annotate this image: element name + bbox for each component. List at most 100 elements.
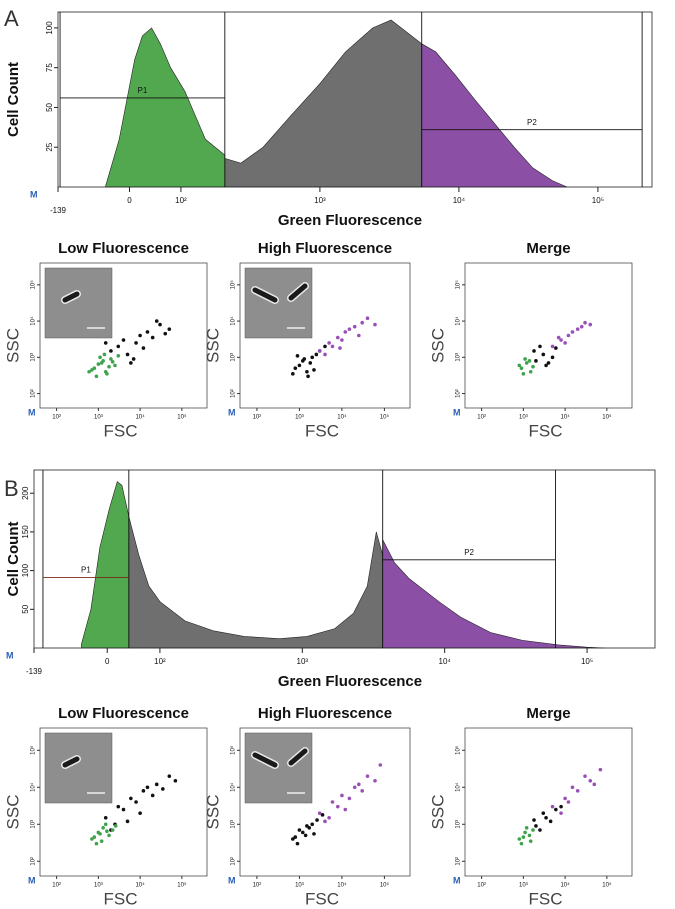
scatter-point bbox=[521, 835, 526, 839]
scatter-point bbox=[293, 835, 298, 839]
y-tick-label: 10² bbox=[456, 389, 462, 398]
scatter-point bbox=[306, 374, 310, 379]
plot-title: High Fluorescence bbox=[258, 705, 392, 722]
plot-frame bbox=[39, 727, 208, 877]
scatter-point bbox=[125, 352, 130, 357]
x-tick-label: 10² bbox=[52, 415, 61, 421]
x-tick-label: 10² bbox=[154, 657, 166, 666]
x-tick-label: 10³ bbox=[297, 657, 309, 666]
x-tick-label: 10⁴ bbox=[453, 196, 466, 205]
scatter-point bbox=[94, 374, 99, 379]
y-tick-label: 10² bbox=[456, 857, 462, 866]
cell bbox=[288, 748, 308, 766]
scatter-point bbox=[134, 800, 138, 804]
x-tick-label: 10⁵ bbox=[602, 882, 612, 889]
y-tick-label: 10³ bbox=[31, 353, 37, 362]
scatter-point bbox=[517, 837, 522, 841]
y-tick-label: 50 bbox=[45, 102, 54, 111]
scatter-point bbox=[92, 835, 97, 839]
y-tick-label: 10⁵ bbox=[230, 745, 237, 755]
scatter-point bbox=[340, 793, 344, 798]
scatter-point bbox=[323, 819, 327, 824]
scatter-point bbox=[96, 362, 101, 366]
scatter-point bbox=[312, 832, 316, 836]
scatter-point bbox=[544, 363, 548, 368]
x-tick-label: 10² bbox=[253, 415, 262, 421]
y-axis-title: SSC bbox=[203, 795, 222, 830]
y-tick-label: 10³ bbox=[231, 353, 237, 362]
micrograph-inset bbox=[244, 732, 313, 804]
x-tick-label: 10⁵ bbox=[581, 657, 593, 666]
scatter-point bbox=[559, 811, 563, 815]
scatter-point bbox=[297, 828, 302, 832]
scatter-point bbox=[575, 327, 580, 331]
x-axis-title: FSC bbox=[529, 421, 563, 440]
y-tick-label: 150 bbox=[21, 525, 30, 539]
y-tick-label: 10⁴ bbox=[455, 782, 462, 792]
scatter-point bbox=[352, 324, 357, 329]
scatter-point bbox=[528, 839, 533, 843]
plot-frame bbox=[464, 262, 633, 409]
x-tick-label: 10⁴ bbox=[337, 882, 347, 889]
scatter-point bbox=[103, 822, 108, 827]
y-axis-title: SSC bbox=[428, 795, 447, 830]
x-axis-title: FSC bbox=[305, 421, 339, 440]
scatter-point bbox=[317, 349, 322, 353]
scatter-point bbox=[327, 341, 331, 345]
scatter-point bbox=[531, 828, 535, 832]
x-tick-label: 10⁴ bbox=[560, 882, 570, 889]
plot-title: Merge bbox=[526, 240, 570, 257]
scatter-point bbox=[300, 830, 305, 835]
plot-title: Low Fluorescence bbox=[58, 240, 189, 257]
y-axis-title: Cell Count bbox=[5, 62, 22, 137]
histogram-area bbox=[104, 27, 226, 188]
scatter-point bbox=[103, 341, 108, 345]
scatter-point bbox=[523, 357, 527, 361]
scatter-point bbox=[129, 361, 133, 365]
scatter-point bbox=[527, 833, 532, 838]
x-tick-label: 0 bbox=[127, 196, 132, 205]
scatter-point bbox=[129, 796, 133, 801]
scatter-point bbox=[116, 344, 121, 349]
scatter-point bbox=[134, 341, 138, 345]
gate-name: P1 bbox=[138, 86, 148, 95]
scatter-point bbox=[519, 841, 524, 846]
x-tick-label: 10⁵ bbox=[177, 882, 187, 889]
scatter-point bbox=[550, 344, 555, 349]
scatter-point bbox=[317, 811, 322, 815]
scatter-point bbox=[541, 811, 546, 815]
scatter-point bbox=[116, 804, 121, 809]
scatter-point bbox=[101, 826, 105, 830]
scatter-point bbox=[314, 352, 319, 357]
y-tick-label: 10⁴ bbox=[30, 316, 37, 326]
x-axis-title: Green Fluorescence bbox=[278, 212, 422, 229]
scatter-point bbox=[517, 363, 522, 368]
scatter-point bbox=[570, 330, 575, 334]
scatter-point bbox=[373, 778, 377, 783]
corner-label: M bbox=[28, 407, 36, 417]
x-tick-label: -139 bbox=[50, 206, 67, 215]
y-axis-title: SSC bbox=[203, 328, 222, 363]
scatter-point bbox=[554, 346, 558, 350]
scatter-point bbox=[579, 324, 584, 329]
y-tick-label: 10⁴ bbox=[30, 782, 37, 792]
scatter-point bbox=[588, 322, 593, 327]
x-tick-label: 10⁵ bbox=[592, 196, 604, 205]
y-tick-label: 10⁵ bbox=[30, 280, 37, 290]
histogram-area bbox=[382, 539, 606, 649]
scatter-point bbox=[548, 819, 553, 824]
y-tick-label: 10² bbox=[231, 389, 237, 398]
scatter-point bbox=[125, 819, 130, 824]
scatter-point bbox=[141, 789, 146, 793]
y-tick-label: 10³ bbox=[456, 353, 462, 362]
scatter-point bbox=[167, 327, 172, 331]
y-tick-label: 10² bbox=[231, 857, 237, 866]
scatter-point bbox=[338, 346, 342, 350]
histogram-area bbox=[128, 516, 383, 649]
scatter-point bbox=[373, 322, 377, 327]
scatter-point bbox=[131, 357, 136, 361]
micrograph-inset bbox=[44, 267, 113, 339]
y-tick-label: 10⁴ bbox=[230, 316, 237, 326]
x-tick-label: 10² bbox=[477, 883, 486, 889]
